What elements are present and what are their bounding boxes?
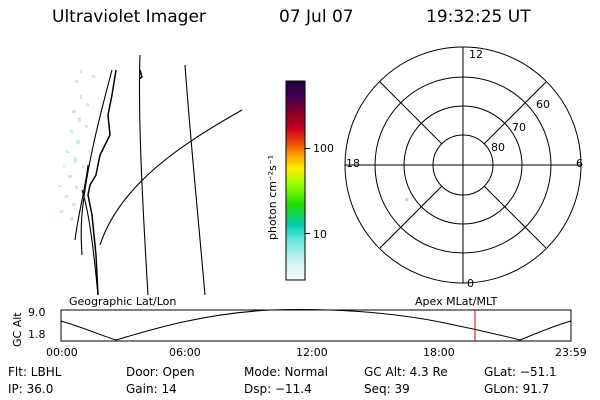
time-label: 19:32:25 UT (426, 7, 531, 27)
seq-value: Seq: 39 (364, 382, 410, 396)
glon-value: GLon: 91.7 (484, 382, 550, 396)
ytick-1-8: 1.8 (28, 328, 46, 341)
mlt-label-12: 12 (469, 48, 483, 61)
colorbar-tick-10: 10 (313, 228, 327, 241)
instrument-title: Ultraviolet Imager (52, 7, 206, 27)
xtick-1200: 12:00 (296, 346, 328, 359)
xtick-0000: 00:00 (46, 346, 78, 359)
gc-alt-value: GC Alt: 4.3 Re (364, 365, 448, 379)
geographic-map-panel (58, 55, 243, 295)
lat-label-80: 80 (491, 141, 505, 154)
polar-plot (344, 46, 582, 284)
colorbar-label: photon cm⁻²s⁻¹ (266, 154, 279, 240)
glat-value: GLat: −51.1 (484, 365, 557, 379)
door-status: Door: Open (126, 365, 195, 379)
altitude-curve (60, 309, 572, 341)
altitude-plot (60, 309, 572, 342)
altitude-plot-frame (60, 309, 572, 342)
aurora-speckle (58, 70, 95, 221)
aurora-speck (455, 220, 457, 222)
xtick-0600: 06:00 (169, 346, 201, 359)
mlt-label-6: 6 (576, 157, 583, 170)
polar-projection-label: Apex MLat/MLT (415, 295, 498, 308)
lat-label-60: 60 (536, 98, 550, 111)
altitude-ylabel: GC Alt (11, 312, 24, 347)
xtick-1800: 18:00 (423, 346, 455, 359)
lat-label-70: 70 (512, 121, 526, 134)
colorbar (285, 80, 306, 281)
ip-value: IP: 36.0 (8, 382, 54, 396)
aurora-speck (405, 198, 408, 201)
mlt-label-0: 0 (467, 277, 474, 290)
colorbar-tick-100: 100 (313, 142, 334, 155)
gain-value: Gain: 14 (126, 382, 177, 396)
mode-value: Mode: Normal (244, 365, 328, 379)
dsp-value: Dsp: −11.4 (244, 382, 312, 396)
filter-value: Flt: LBHL (8, 365, 62, 379)
geographic-projection-label: Geographic Lat/Lon (69, 295, 177, 308)
ytick-9: 9.0 (28, 306, 46, 319)
date-label: 07 Jul 07 (279, 7, 354, 27)
mlt-label-18: 18 (346, 157, 360, 170)
xtick-2359: 23:59 (555, 346, 587, 359)
